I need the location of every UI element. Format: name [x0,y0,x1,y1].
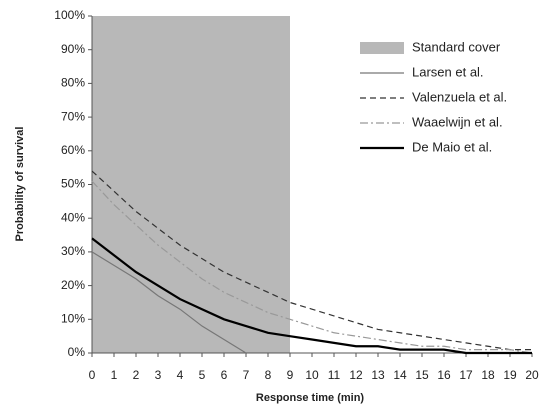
x-tick-label: 15 [415,368,429,382]
legend-label: Standard cover [412,39,501,54]
y-tick-label: 50% [61,177,85,191]
legend-label: De Maio et al. [412,139,492,154]
x-tick-label: 8 [265,368,272,382]
x-tick-label: 18 [481,368,495,382]
y-tick-label: 70% [61,109,85,123]
x-tick-label: 12 [349,368,363,382]
x-tick-label: 13 [371,368,385,382]
x-tick-label: 7 [243,368,250,382]
y-tick-label: 0% [68,345,86,359]
y-tick-label: 80% [61,76,85,90]
y-axis-label: Probability of survival [14,127,26,242]
x-tick-label: 14 [393,368,407,382]
x-tick-label: 6 [221,368,228,382]
x-tick-label: 17 [459,368,473,382]
y-tick-label: 30% [61,244,85,258]
x-tick-label: 4 [177,368,184,382]
x-tick-label: 1 [111,368,118,382]
y-tick-label: 20% [61,278,85,292]
x-tick-label: 9 [287,368,294,382]
standard-cover-band [92,16,290,353]
x-tick-label: 0 [89,368,96,382]
legend-label: Waaelwijn et al. [412,114,503,129]
x-tick-label: 5 [199,368,206,382]
x-axis-label: Response time (min) [256,392,365,404]
x-tick-label: 16 [437,368,451,382]
y-tick-label: 60% [61,143,85,157]
x-tick-label: 10 [305,368,319,382]
legend-swatch [360,42,404,54]
x-tick-label: 3 [155,368,162,382]
x-tick-label: 2 [133,368,140,382]
legend-label: Valenzuela et al. [412,89,507,104]
x-tick-label: 11 [328,368,341,382]
legend-label: Larsen et al. [412,64,484,79]
y-tick-label: 10% [61,311,85,325]
chart: Probability of survival Response time (m… [0,0,541,407]
y-tick-label: 40% [61,210,85,224]
y-tick-label: 100% [54,8,85,22]
y-tick-label: 90% [61,42,85,56]
x-tick-label: 20 [525,368,539,382]
x-tick-label: 19 [503,368,517,382]
